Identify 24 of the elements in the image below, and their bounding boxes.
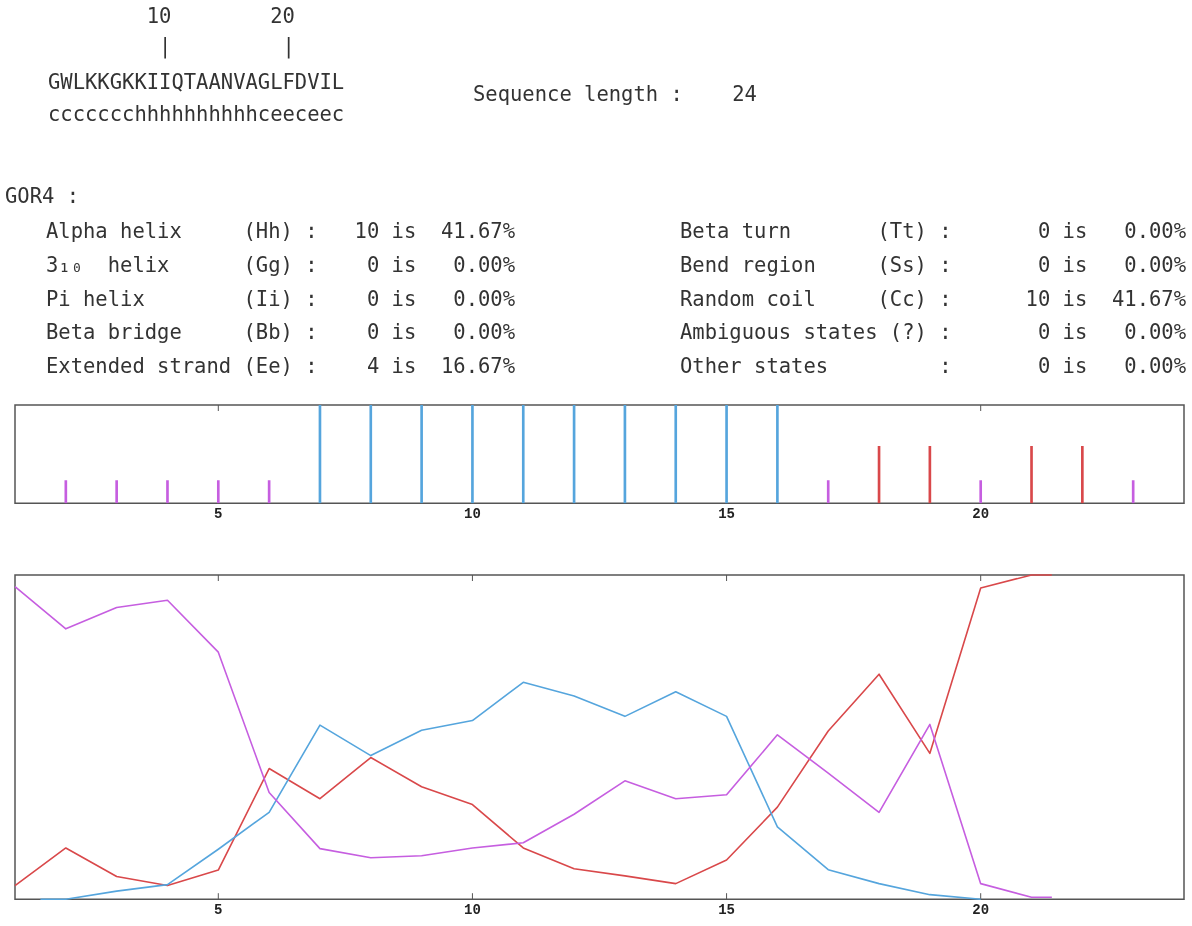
text: Ambiguous states (?) : 0 is 0.00% xyxy=(680,320,1187,345)
text: Beta turn (Tt) : 0 is 0.00% xyxy=(680,219,1187,243)
x-tick-label: 5 xyxy=(214,506,223,523)
text: Extended strand (Ee) : 4 is 16.67% xyxy=(46,354,515,379)
x-tick-label: 5 xyxy=(214,902,223,919)
text: Other states : 0 is 0.00% xyxy=(680,354,1187,379)
x-tick-label: 15 xyxy=(718,506,735,523)
text: Bend region (Ss) : 0 is 0.00% xyxy=(680,252,1187,277)
x-tick-label: 15 xyxy=(718,902,735,919)
text: GOR4 : xyxy=(5,184,80,208)
text: ccccccchhhhhhhhhhceeceec xyxy=(48,102,345,126)
text: Random coil (Cc) : 10 is 41.67% xyxy=(680,286,1187,311)
text: Pi helix (Ii) : 0 is 0.00% xyxy=(46,286,515,311)
text: 3₁₀ helix (Gg) : 0 is 0.00% xyxy=(46,252,515,277)
text: Alpha helix (Hh) : 10 is 41.67% xyxy=(46,219,515,243)
x-tick-label: 10 xyxy=(464,506,481,523)
text: | | xyxy=(158,34,295,58)
x-tick-label: 20 xyxy=(972,902,990,919)
text: Sequence length : 24 xyxy=(473,82,757,106)
x-tick-label: 10 xyxy=(464,902,481,919)
text: Beta bridge (Bb) : 0 is 0.00% xyxy=(46,320,515,345)
text: GWLKKGKKIIQTAANVAGLFDVIL xyxy=(48,70,345,94)
text: 10 20 xyxy=(145,4,295,28)
x-tick-label: 20 xyxy=(972,506,990,523)
